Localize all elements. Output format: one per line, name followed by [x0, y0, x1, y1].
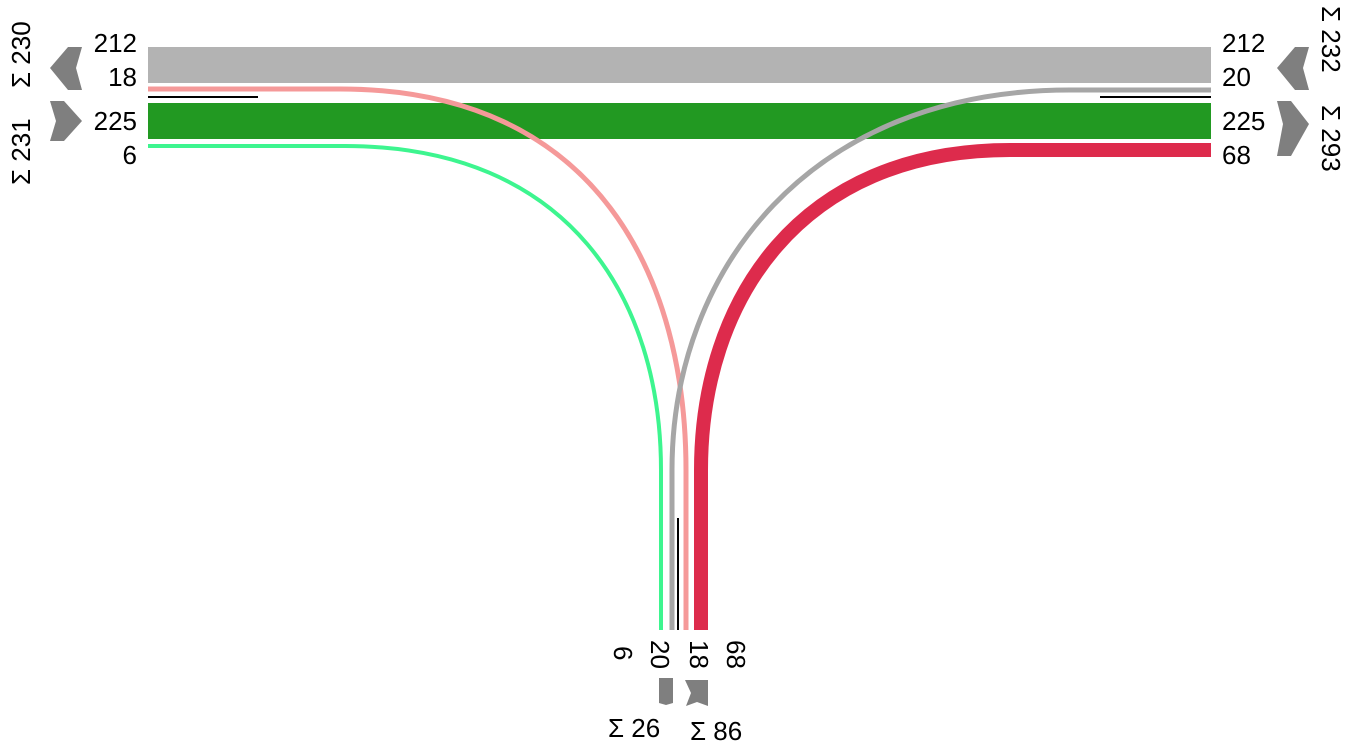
east-inbound-arrow-icon — [1277, 47, 1309, 90]
south-count-east-turn: 6 — [608, 646, 638, 660]
west-inbound-sum: Σ 230 — [6, 21, 36, 88]
east-outbound-arrow-icon — [1277, 101, 1309, 156]
east-outbound-sum: Σ 293 — [1316, 105, 1346, 172]
west-outbound-turn-count: 6 — [123, 140, 137, 170]
west-inbound-through-count: 212 — [94, 28, 137, 58]
flow-west-to-south — [148, 86, 689, 630]
west-inbound-turn-count: 18 — [108, 62, 137, 92]
south-count-west-turn: 20 — [645, 640, 675, 669]
south-left-sum: Σ 26 — [608, 713, 660, 743]
flow-east-to-south — [148, 144, 663, 630]
east-outbound-through-count: 225 — [1222, 106, 1265, 136]
east-outbound-turn-count: 68 — [1222, 140, 1251, 170]
west-inbound-arrow-icon — [50, 47, 82, 90]
west-outbound-through-count: 225 — [94, 106, 137, 136]
flow-south-to-west — [669, 87, 1211, 630]
band-east-through — [148, 103, 1211, 139]
east-inbound-turn-count: 20 — [1222, 62, 1251, 92]
south-left-arrow-icon — [659, 678, 673, 705]
south-count-west-in: 18 — [684, 640, 714, 669]
band-west-through — [148, 47, 1211, 83]
south-count-east-in: 68 — [721, 640, 751, 669]
south-right-sum: Σ 86 — [690, 716, 742, 745]
west-outbound-sum: Σ 231 — [6, 118, 36, 185]
south-right-arrow-icon — [685, 680, 708, 706]
east-inbound-through-count: 212 — [1222, 28, 1265, 58]
flow-south-to-east — [694, 143, 1211, 630]
east-inbound-sum: Σ 232 — [1316, 6, 1346, 73]
west-outbound-arrow-icon — [50, 101, 82, 141]
